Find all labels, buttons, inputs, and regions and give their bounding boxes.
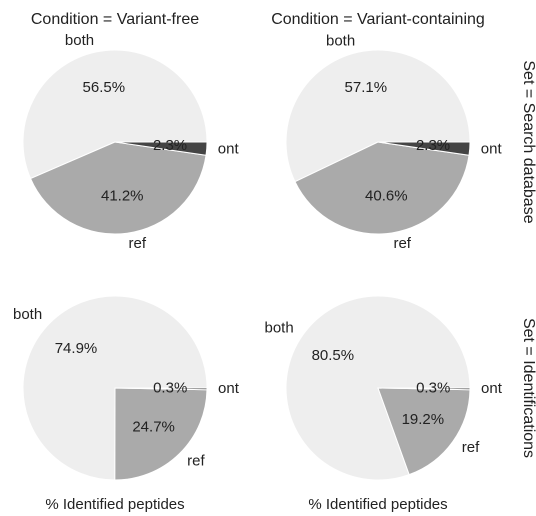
- slice-value-label: 74.9%: [55, 340, 98, 357]
- pie-slice: [285, 295, 471, 481]
- slice-value-label: 2.3%: [416, 137, 450, 154]
- slice-value-label: 41.2%: [101, 188, 144, 205]
- pie-slice: [114, 141, 208, 156]
- slice-label: ont: [481, 140, 503, 157]
- row-title: Set = Search database: [520, 60, 536, 223]
- slice-label: both: [65, 32, 94, 49]
- slice-value-label: 2.3%: [153, 137, 187, 154]
- slice-value-label: 80.5%: [312, 347, 355, 364]
- slice-label: ont: [218, 140, 240, 157]
- slice-value-label: 40.6%: [365, 188, 408, 205]
- row-title: Set = Identifications: [520, 318, 536, 458]
- slice-label: both: [326, 32, 355, 49]
- column-title: Condition = Variant-containing: [271, 11, 485, 28]
- pie-slice: [22, 49, 208, 180]
- pie-slice: [377, 141, 471, 156]
- pie-slice: [29, 141, 207, 235]
- slice-value-label: 24.7%: [132, 418, 175, 435]
- pie-slice: [294, 141, 470, 235]
- slice-value-label: 0.3%: [416, 379, 450, 396]
- pie-slice: [22, 295, 208, 481]
- x-axis-label: % Identified peptides: [45, 496, 184, 513]
- slice-label: ont: [218, 380, 240, 397]
- slice-label: ref: [393, 235, 411, 252]
- slice-label: ref: [187, 453, 205, 470]
- slice-value-label: 56.5%: [83, 79, 126, 96]
- pie-slice: [377, 387, 471, 476]
- pie-slice: [285, 49, 471, 183]
- slice-label: ref: [129, 235, 147, 252]
- slice-label: ref: [462, 439, 480, 456]
- slice-value-label: 0.3%: [153, 379, 187, 396]
- slice-label: both: [264, 320, 293, 337]
- pie-slice: [377, 387, 471, 391]
- x-axis-label: % Identified peptides: [308, 496, 447, 513]
- pie-slice: [114, 387, 208, 481]
- slice-label: ont: [481, 380, 503, 397]
- column-title: Condition = Variant-free: [31, 11, 199, 28]
- pie-slice: [114, 387, 208, 391]
- slice-value-label: 57.1%: [345, 79, 388, 96]
- slice-value-label: 19.2%: [402, 411, 445, 428]
- slice-label: both: [13, 306, 42, 323]
